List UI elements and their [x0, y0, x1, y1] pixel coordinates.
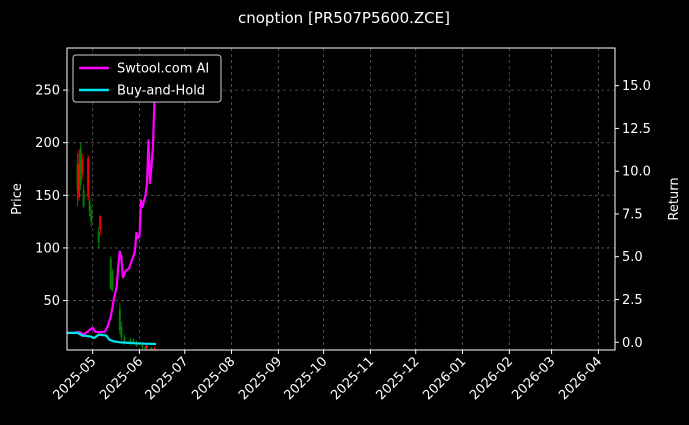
y-tick-label: 50 — [43, 294, 60, 309]
plot-frame — [66, 47, 616, 351]
y2-tick-label: 7.5 — [622, 207, 643, 222]
candle-body — [76, 163, 79, 191]
candlestick — [82, 184, 85, 208]
candlestick — [120, 321, 123, 341]
legend: Swtool.com AI Buy-and-Hold — [72, 54, 222, 103]
candlestick — [97, 226, 100, 248]
candle-body — [87, 158, 90, 196]
candle-body — [99, 216, 102, 229]
legend-box — [72, 54, 222, 103]
candle-layer — [76, 142, 156, 350]
candle-body — [120, 326, 123, 338]
candlestick — [111, 268, 114, 293]
candlestick — [99, 215, 102, 236]
candle-body — [132, 339, 135, 344]
candlestick — [144, 344, 147, 350]
y2-tick-label: 0.0 — [622, 336, 643, 351]
candle-body — [150, 347, 153, 350]
candle-body — [118, 308, 121, 331]
y2-tick-label: 12.5 — [622, 122, 651, 137]
candle-body — [141, 344, 144, 348]
y2-tick-label: 10.0 — [622, 165, 651, 180]
candlestick — [76, 153, 79, 206]
y-tick-label: 100 — [35, 241, 60, 256]
candle-body — [88, 200, 91, 212]
candlestick — [87, 155, 90, 201]
chart-title: cnoption [PR507P5600.ZCE] — [238, 9, 450, 27]
candle-body — [81, 158, 84, 175]
y2-tick-label: 2.5 — [622, 293, 643, 308]
y-tick-label: 200 — [35, 136, 60, 151]
y2-axis-label: Return — [667, 177, 682, 220]
candlestick — [90, 205, 93, 227]
legend-label: Swtool.com AI — [117, 62, 209, 77]
candle-body — [146, 345, 149, 348]
candle-body — [123, 337, 126, 343]
candle-body — [79, 147, 82, 185]
candlestick — [88, 195, 91, 217]
candlestick — [118, 302, 121, 335]
y-axis-label: Price — [10, 183, 25, 215]
candlestick — [146, 344, 149, 349]
candlestick — [109, 256, 112, 291]
legend-label: Buy-and-Hold — [117, 84, 205, 99]
y-tick-label: 150 — [35, 189, 60, 204]
series-line-1 — [67, 331, 157, 346]
candle-body — [97, 232, 100, 243]
candle-body — [153, 347, 156, 349]
y2-tick-label: 15.0 — [622, 79, 651, 94]
candle-body — [109, 258, 112, 288]
candlestick — [153, 346, 156, 350]
candle-body — [78, 163, 81, 198]
candlestick — [150, 346, 153, 350]
candlestick — [78, 150, 81, 201]
candle-body — [111, 271, 114, 291]
candlestick — [79, 142, 82, 191]
y2-tick-label: 5.0 — [622, 250, 643, 265]
series-line-0 — [67, 80, 158, 336]
series-layer — [67, 80, 158, 346]
candlestick — [81, 153, 84, 180]
y-tick-label: 250 — [35, 84, 60, 99]
candle-body — [144, 346, 147, 349]
candle-body — [90, 211, 93, 222]
candle-body — [82, 190, 85, 206]
